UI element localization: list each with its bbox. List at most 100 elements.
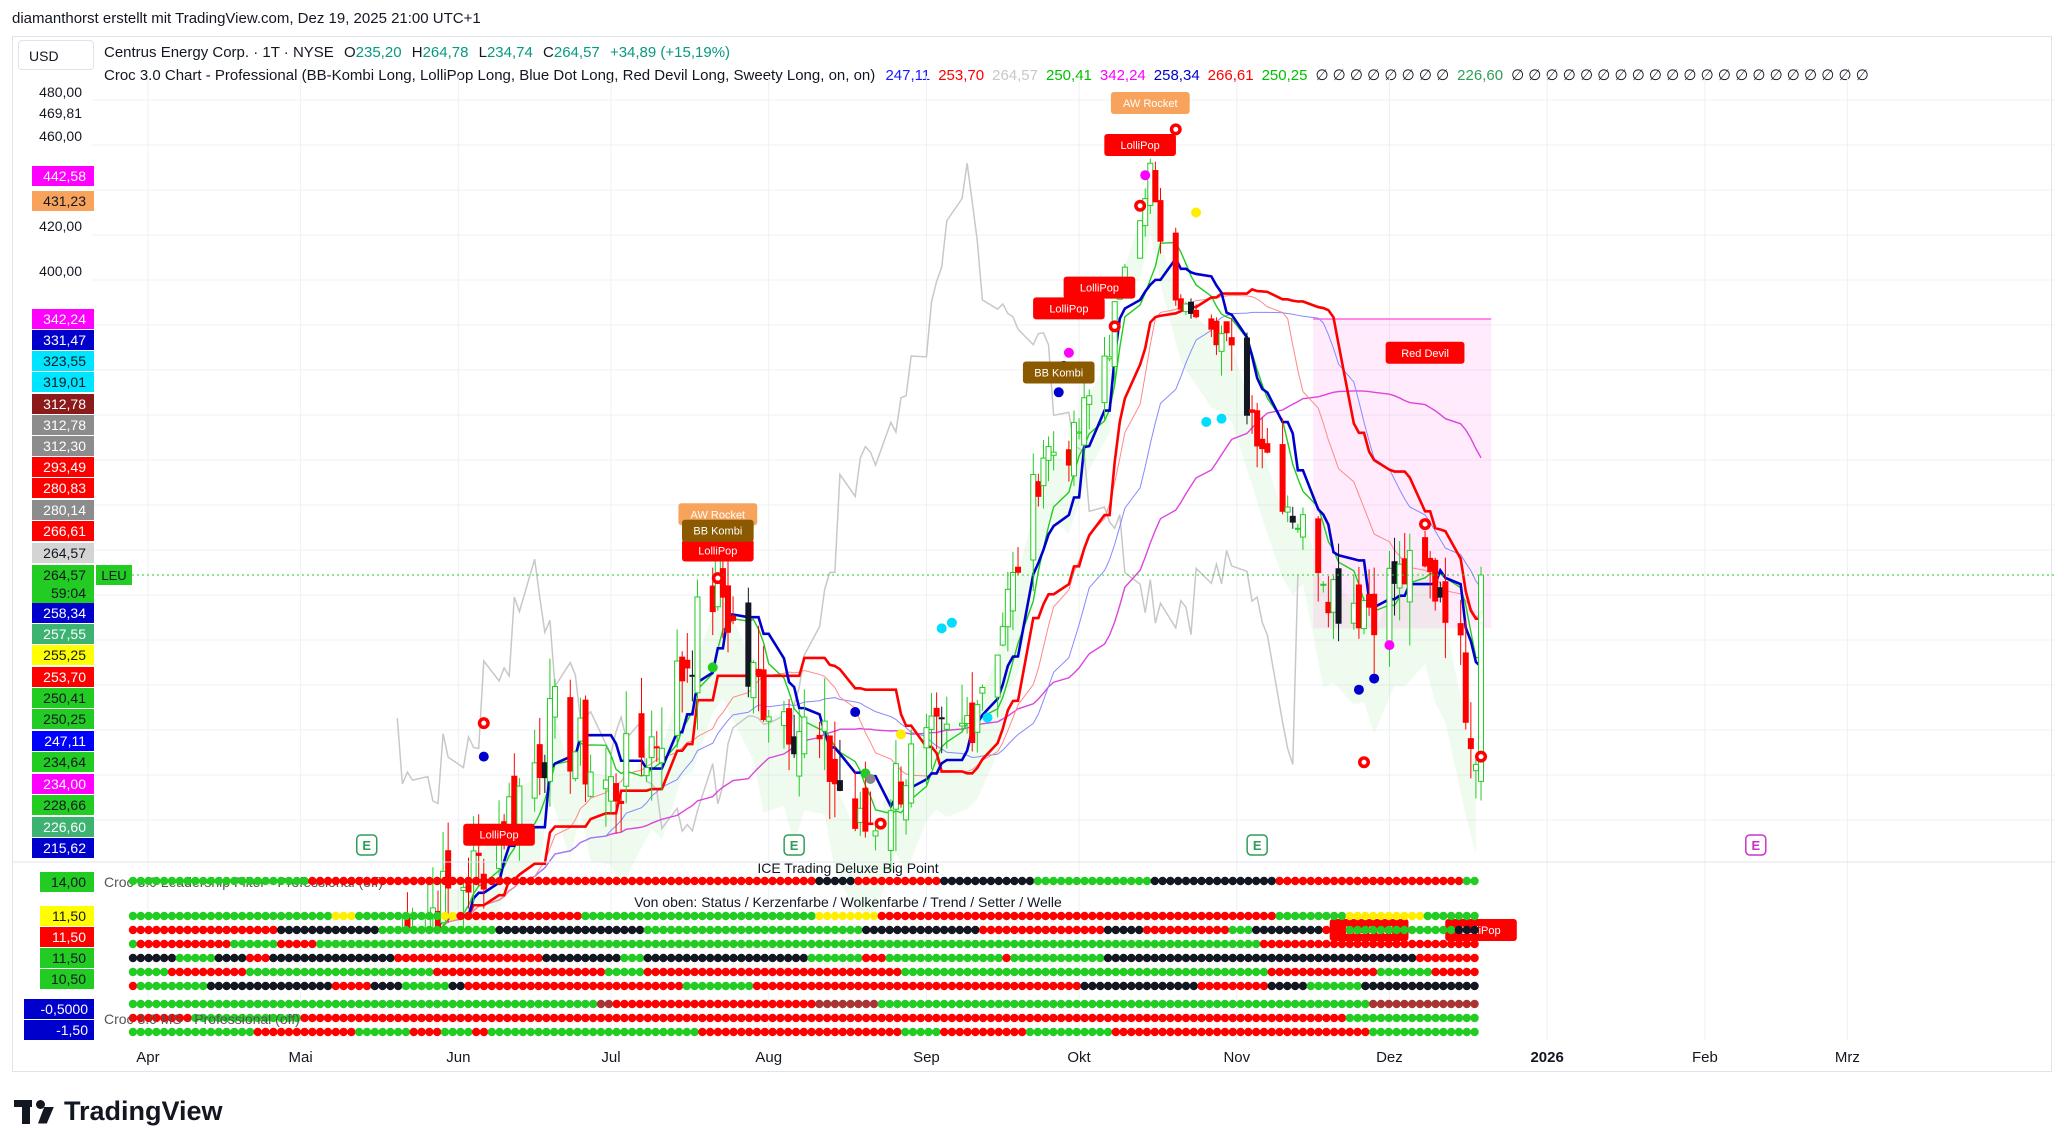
indicator-dot xyxy=(705,911,715,921)
indicator-dot xyxy=(900,1013,910,1023)
indicator-dot xyxy=(971,981,980,991)
indicator-legend[interactable]: Croc 3.0 Chart - Professional (BB-Kombi … xyxy=(104,66,1883,84)
indicator-dot xyxy=(1407,876,1417,886)
indicator-dot xyxy=(331,967,340,977)
indicator-dot xyxy=(986,911,996,921)
indicator-dot xyxy=(1017,939,1027,949)
indicator-dot xyxy=(768,981,777,991)
indicator-dot xyxy=(1072,1027,1081,1037)
indicator-dot xyxy=(1033,999,1042,1009)
indicator-dot xyxy=(1010,925,1019,935)
indicator-dot xyxy=(300,876,309,886)
indicator-dot xyxy=(518,939,528,949)
indicator-dot xyxy=(1306,911,1315,921)
indicator-dot xyxy=(300,999,309,1009)
indicator-dot xyxy=(1259,953,1269,963)
indicator-dot xyxy=(1345,1013,1354,1023)
indicator-dot xyxy=(674,981,684,991)
indicator-dot xyxy=(1095,876,1105,886)
candle-body xyxy=(1315,518,1322,574)
indicator-dot xyxy=(253,925,262,935)
indicator-dot xyxy=(495,1013,504,1023)
indicator-dot xyxy=(1298,967,1308,977)
indicator-dot xyxy=(612,939,621,949)
indicator-dot xyxy=(331,925,340,935)
price-badge xyxy=(32,774,94,794)
indicator-dot xyxy=(510,953,520,963)
indicator-dot xyxy=(729,939,738,949)
indicator-dot xyxy=(479,953,489,963)
indicator-dot xyxy=(1150,939,1159,949)
indicator-dot xyxy=(822,999,832,1009)
indicator-dot xyxy=(276,999,286,1009)
indicator-dot xyxy=(136,939,145,949)
indicator-dot xyxy=(1236,876,1245,886)
indicator-dot xyxy=(659,1013,668,1023)
indicator-dot xyxy=(534,876,543,886)
indicator-dot xyxy=(908,925,918,935)
currency-selector[interactable]: USD xyxy=(18,40,94,70)
indicator-dot xyxy=(1267,953,1276,963)
indicator-dot xyxy=(1228,981,1237,991)
indicator-dot xyxy=(206,925,216,935)
indicator-dot xyxy=(167,1027,177,1037)
indicator-dot xyxy=(1470,925,1479,935)
indicator-dot xyxy=(401,939,411,949)
indicator-dot xyxy=(198,925,208,935)
indicator-dot xyxy=(596,911,606,921)
indicator-dot xyxy=(596,876,606,886)
indicator-dot xyxy=(1251,876,1261,886)
indicator-dot xyxy=(339,1027,348,1037)
indicator-dot xyxy=(487,911,496,921)
indicator-dot xyxy=(1259,967,1269,977)
indicator-dot xyxy=(1306,925,1315,935)
indicator-dot xyxy=(471,1027,481,1037)
indicator-dot xyxy=(971,953,980,963)
candle-body xyxy=(1030,474,1037,561)
indicator-dot xyxy=(846,967,855,977)
indicator-dot xyxy=(315,953,325,963)
indicator-dot xyxy=(230,953,239,963)
indicator-dot xyxy=(1251,911,1261,921)
indicator-dot xyxy=(1454,1027,1464,1037)
indicator-dot xyxy=(1010,1013,1019,1023)
candle-body xyxy=(816,734,823,740)
indicator-dot xyxy=(1407,1013,1417,1023)
indicator-dot xyxy=(549,1027,559,1037)
indicator-dot xyxy=(315,1013,325,1023)
indicator-dot xyxy=(315,999,325,1009)
indicator-dot xyxy=(1228,967,1237,977)
indicator-dot xyxy=(1267,939,1276,949)
indicator-dot xyxy=(144,967,153,977)
indicator-dot xyxy=(425,925,434,935)
indicator-dot xyxy=(1010,981,1019,991)
indicator-dot xyxy=(846,1013,855,1023)
symbol-tag-label: LEU xyxy=(101,568,126,583)
indicator-dot xyxy=(1462,911,1471,921)
indicator-dot xyxy=(152,1013,161,1023)
indicator-dot xyxy=(1384,953,1393,963)
indicator-dot xyxy=(1407,953,1417,963)
indicator-dot xyxy=(300,981,309,991)
indicator-dot xyxy=(721,925,730,935)
symbol-legend[interactable]: Centrus Energy Corp. · 1T · NYSE O235,20… xyxy=(104,44,736,61)
indicator-dot-row xyxy=(128,981,1479,991)
indicator-dot xyxy=(167,876,177,886)
indicator-dot xyxy=(783,1027,793,1037)
indicator-dot xyxy=(261,911,270,921)
indicator-dot xyxy=(643,939,652,949)
candle-body xyxy=(511,775,518,828)
indicator-dot xyxy=(378,939,387,949)
indicator-dot xyxy=(464,1013,473,1023)
indicator-dot xyxy=(627,876,637,886)
indicator-dot xyxy=(183,1027,192,1037)
indicator-dot xyxy=(510,939,520,949)
indicator-dot xyxy=(542,939,551,949)
indicator-dot xyxy=(128,1027,138,1037)
indicator-dot xyxy=(1142,981,1152,991)
indicator-dot xyxy=(705,876,715,886)
indicator-dot xyxy=(581,1013,590,1023)
indicator-dot xyxy=(1314,1013,1323,1023)
indicator-dot xyxy=(924,911,933,921)
